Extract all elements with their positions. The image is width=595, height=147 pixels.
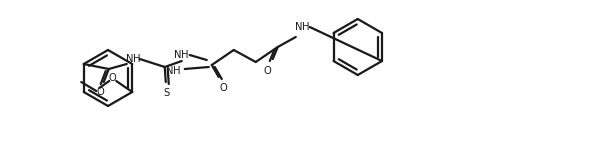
Text: N: N bbox=[174, 50, 181, 60]
Text: H: H bbox=[173, 66, 180, 76]
Text: S: S bbox=[164, 88, 170, 98]
Text: O: O bbox=[264, 66, 272, 76]
Text: O: O bbox=[108, 73, 116, 83]
Text: H: H bbox=[181, 50, 189, 60]
Text: O: O bbox=[220, 83, 228, 93]
Text: H: H bbox=[302, 22, 309, 32]
Text: N: N bbox=[126, 54, 133, 64]
Text: H: H bbox=[133, 54, 140, 64]
Text: O: O bbox=[97, 87, 105, 97]
Text: N: N bbox=[295, 22, 302, 32]
Text: N: N bbox=[166, 66, 174, 76]
